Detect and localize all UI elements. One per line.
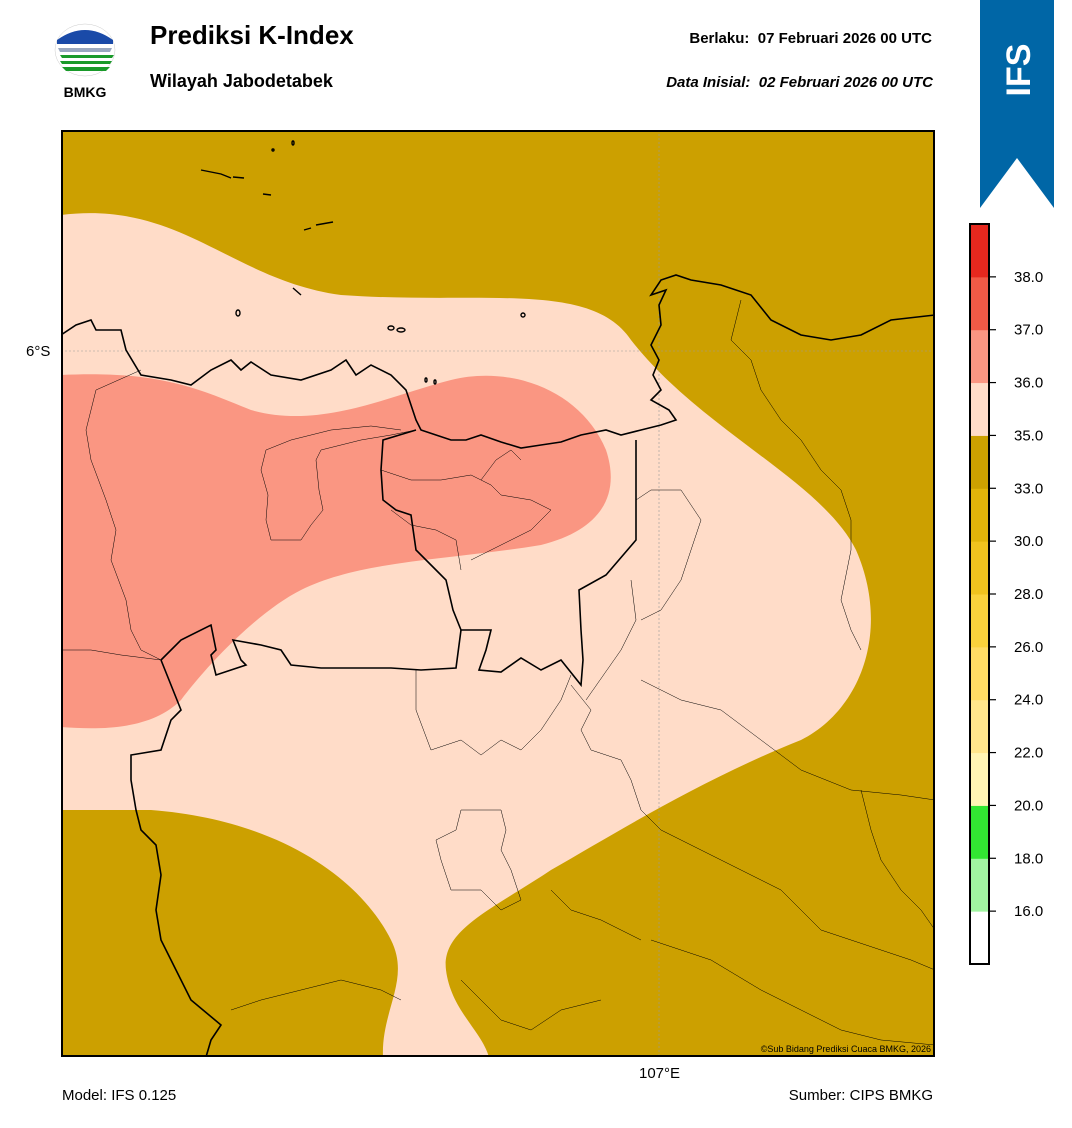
- province-border-west: [130, 623, 462, 1057]
- colorbar-swatch: [970, 224, 989, 278]
- map-frame: [61, 130, 935, 1057]
- colorbar-tick-label: 36.0: [1014, 375, 1043, 392]
- colorbar-swatch: [970, 276, 989, 331]
- coastline: [61, 274, 935, 449]
- colorbar-tick-label: 33.0: [1014, 480, 1043, 497]
- colorbar-swatch: [970, 541, 989, 595]
- colorbar-swatch: [970, 646, 989, 701]
- province-border: [380, 429, 637, 688]
- k-index-map: ©Sub Bidang Prediksi Cuaca BMKG, 2026: [61, 130, 935, 1057]
- logo-text: BMKG: [64, 84, 107, 100]
- colorbar: 16.0 18.0 20.0 22.0 24.0 26.0 28.0 30.0 33.0 35.0…: [969, 223, 1043, 965]
- thousand-islands: [200, 140, 526, 385]
- colorbar-tick-label: 20.0: [1014, 797, 1043, 814]
- latitude-label: 6°S: [26, 343, 51, 360]
- colorbar-tick-label: 30.0: [1014, 533, 1043, 550]
- colorbar-tick-label: 18.0: [1014, 850, 1043, 867]
- init-label: Data Inisial:: [666, 74, 751, 91]
- colorbar-swatch: [970, 752, 989, 806]
- bmkg-logo: BMKG: [54, 23, 116, 100]
- colorbar-frame: [969, 223, 990, 965]
- valid-time: Berlaku: 07 Februari 2026 00 UTC: [689, 30, 932, 47]
- longitude-label: 107°E: [639, 1065, 681, 1082]
- page-title: Prediksi K-Index: [150, 20, 354, 50]
- colorbar-tick-label: 35.0: [1014, 427, 1043, 444]
- colorbar-swatch: [970, 858, 989, 912]
- valid-label: Berlaku:: [689, 30, 750, 47]
- colorbar-swatch: [970, 911, 989, 965]
- model-label: Model: IFS 0.125: [62, 1087, 177, 1104]
- colorbar-swatch: [970, 382, 989, 436]
- colorbar-tick-label: 24.0: [1014, 692, 1043, 709]
- init-value: 02 Februari 2026 00 UTC: [758, 74, 933, 91]
- colorbar-tick-label: 37.0: [1014, 322, 1043, 339]
- colorbar-swatch: [970, 435, 989, 489]
- initial-time: Data Inisial: 02 Februari 2026 00 UTC: [666, 74, 933, 91]
- district-borders: [61, 299, 935, 1046]
- colorbar-swatch: [970, 488, 989, 542]
- map-credit: ©Sub Bidang Prediksi Cuaca BMKG, 2026: [761, 1044, 931, 1054]
- colorbar-tick-label: 22.0: [1014, 745, 1043, 762]
- source-label: Sumber: CIPS BMKG: [788, 1087, 933, 1104]
- banner-text: IFS: [1000, 44, 1038, 97]
- region-subtitle: Wilayah Jabodetabek: [150, 71, 333, 91]
- colorbar-tick-label: 28.0: [1014, 586, 1043, 603]
- colorbar-tick-label: 38.0: [1014, 269, 1043, 286]
- colorbar-swatch: [970, 699, 989, 754]
- colorbar-swatch: [970, 805, 989, 859]
- colorbar-tick-label: 16.0: [1014, 903, 1043, 920]
- colorbar-swatch: [970, 329, 989, 384]
- valid-value: 07 Februari 2026 00 UTC: [757, 30, 932, 47]
- fill-level-36-37: [61, 374, 611, 729]
- colorbar-swatch: [970, 594, 989, 648]
- colorbar-tick-label: 26.0: [1014, 639, 1043, 656]
- ifs-banner: IFS: [980, 0, 1054, 208]
